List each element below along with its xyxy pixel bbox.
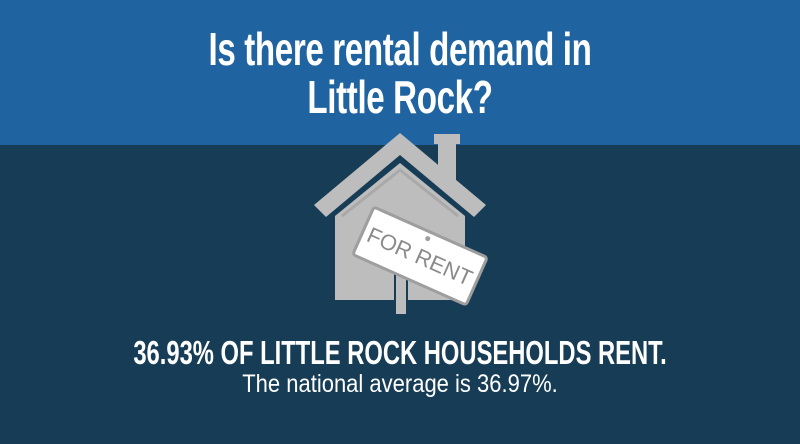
roof-line: [341, 168, 459, 218]
roof: [314, 133, 486, 217]
chimney-cap: [434, 134, 460, 144]
title-line: Little Rock?: [307, 71, 493, 123]
sign-board: [352, 206, 488, 306]
stat-subline: The national average is 36.97%.: [242, 370, 558, 398]
sign-hole: [425, 236, 431, 242]
stat-headline: 36.93% OF LITTLE ROCK HOUSEHOLDS RENT.: [133, 334, 667, 371]
title-line: Is there rental demand in: [208, 23, 592, 75]
header-band: [0, 0, 800, 145]
